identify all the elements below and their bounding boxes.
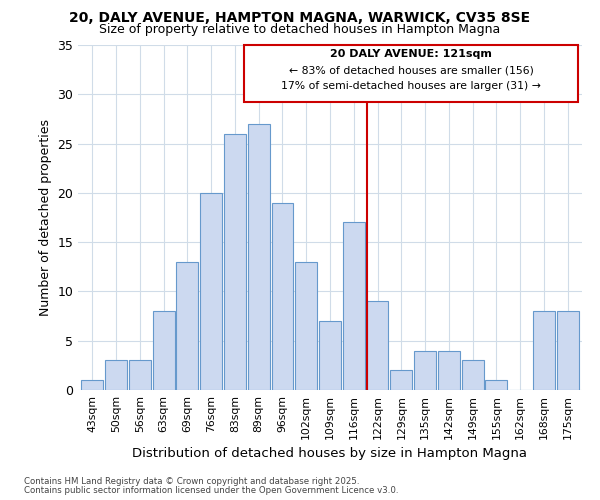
Bar [438,350,460,390]
Bar [82,380,103,390]
Bar [176,262,198,390]
Bar [319,321,341,390]
Bar [295,262,317,390]
Text: Contains public sector information licensed under the Open Government Licence v3: Contains public sector information licen… [24,486,398,495]
Bar [533,311,555,390]
Bar [557,311,578,390]
Text: Contains HM Land Registry data © Crown copyright and database right 2025.: Contains HM Land Registry data © Crown c… [24,477,359,486]
Text: Size of property relative to detached houses in Hampton Magna: Size of property relative to detached ho… [100,22,500,36]
Bar [105,360,127,390]
Text: 20 DALY AVENUE: 121sqm: 20 DALY AVENUE: 121sqm [331,48,493,58]
Text: ← 83% of detached houses are smaller (156): ← 83% of detached houses are smaller (15… [289,66,534,76]
FancyBboxPatch shape [244,45,578,102]
Bar [224,134,246,390]
Text: 17% of semi-detached houses are larger (31) →: 17% of semi-detached houses are larger (… [281,82,541,92]
X-axis label: Distribution of detached houses by size in Hampton Magna: Distribution of detached houses by size … [133,447,527,460]
Bar [343,222,365,390]
Bar [414,350,436,390]
Bar [391,370,412,390]
Bar [485,380,508,390]
Y-axis label: Number of detached properties: Number of detached properties [39,119,52,316]
Bar [200,193,222,390]
Bar [272,202,293,390]
Bar [152,311,175,390]
Bar [248,124,269,390]
Text: 20, DALY AVENUE, HAMPTON MAGNA, WARWICK, CV35 8SE: 20, DALY AVENUE, HAMPTON MAGNA, WARWICK,… [70,11,530,25]
Bar [462,360,484,390]
Bar [129,360,151,390]
Bar [367,302,388,390]
